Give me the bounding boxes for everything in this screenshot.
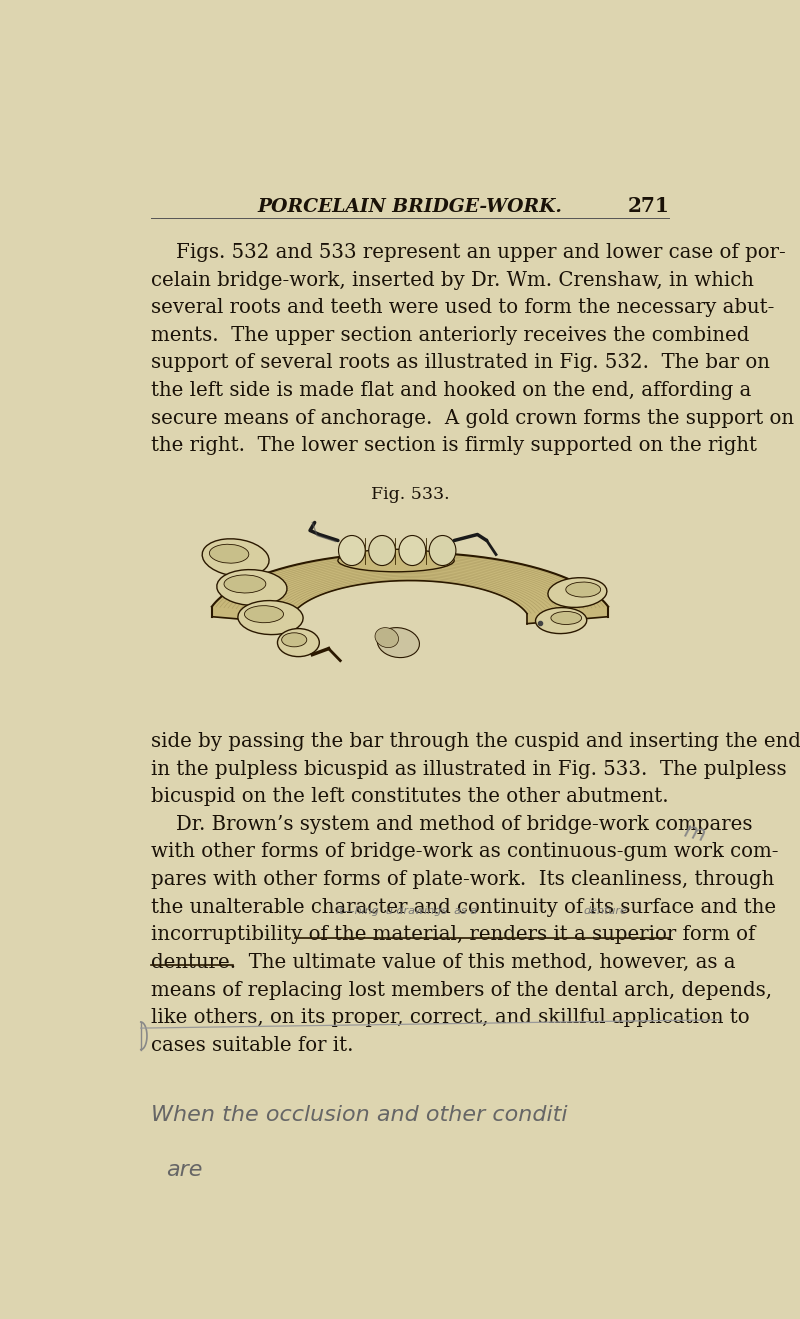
Text: Figs. 532 and 533 represent an upper and lower case of por-: Figs. 532 and 533 represent an upper and… bbox=[151, 243, 786, 262]
Text: means of replacing lost members of the dental arch, depends,: means of replacing lost members of the d… bbox=[151, 980, 772, 1000]
Text: bicuspid on the left constitutes the other abutment.: bicuspid on the left constitutes the oth… bbox=[151, 787, 669, 806]
Text: it—hing  u drawings  as a: it—hing u drawings as a bbox=[336, 906, 477, 917]
Text: denture: denture bbox=[584, 906, 627, 917]
Text: Dr. Brown’s system and method of bridge-work compares: Dr. Brown’s system and method of bridge-… bbox=[151, 815, 752, 834]
Text: are: are bbox=[166, 1161, 203, 1181]
Text: celain bridge-work, inserted by Dr. Wm. Crenshaw, in which: celain bridge-work, inserted by Dr. Wm. … bbox=[151, 270, 754, 290]
Text: ments.  The upper section anteriorly receives the combined: ments. The upper section anteriorly rece… bbox=[151, 326, 750, 344]
Text: the unalterable character and continuity of its surface and the: the unalterable character and continuity… bbox=[151, 898, 776, 917]
Text: like others, on its proper, correct, and skillful application to: like others, on its proper, correct, and… bbox=[151, 1008, 750, 1028]
Text: secure means of anchorage.  A gold crown forms the support on: secure means of anchorage. A gold crown … bbox=[151, 409, 794, 427]
Text: the right.  The lower section is firmly supported on the right: the right. The lower section is firmly s… bbox=[151, 437, 757, 455]
Text: in the pulpless bicuspid as illustrated in Fig. 533.  The pulpless: in the pulpless bicuspid as illustrated … bbox=[151, 760, 786, 778]
Text: side by passing the bar through the cuspid and inserting the end: side by passing the bar through the cusp… bbox=[151, 732, 800, 751]
Text: denture.  The ultimate value of this method, however, as a: denture. The ultimate value of this meth… bbox=[151, 952, 735, 972]
Text: pares with other forms of plate-work.  Its cleanliness, through: pares with other forms of plate-work. It… bbox=[151, 871, 774, 889]
Text: cases suitable for it.: cases suitable for it. bbox=[151, 1035, 354, 1055]
Text: PORCELAIN BRIDGE-WORK.: PORCELAIN BRIDGE-WORK. bbox=[258, 198, 562, 216]
Text: several roots and teeth were used to form the necessary abut-: several roots and teeth were used to for… bbox=[151, 298, 774, 318]
Text: When the occlusion and other conditi: When the occlusion and other conditi bbox=[151, 1105, 567, 1125]
Text: Fig. 533.: Fig. 533. bbox=[370, 485, 450, 503]
Text: with other forms of bridge-work as continuous-gum work com-: with other forms of bridge-work as conti… bbox=[151, 843, 778, 861]
Text: incorruptibility of the material, renders it a superior form of: incorruptibility of the material, render… bbox=[151, 926, 755, 944]
Text: 271: 271 bbox=[627, 197, 669, 216]
Text: the left side is made flat and hooked on the end, affording a: the left side is made flat and hooked on… bbox=[151, 381, 751, 400]
Text: m: m bbox=[682, 820, 707, 845]
Text: support of several roots as illustrated in Fig. 532.  The bar on: support of several roots as illustrated … bbox=[151, 353, 770, 372]
